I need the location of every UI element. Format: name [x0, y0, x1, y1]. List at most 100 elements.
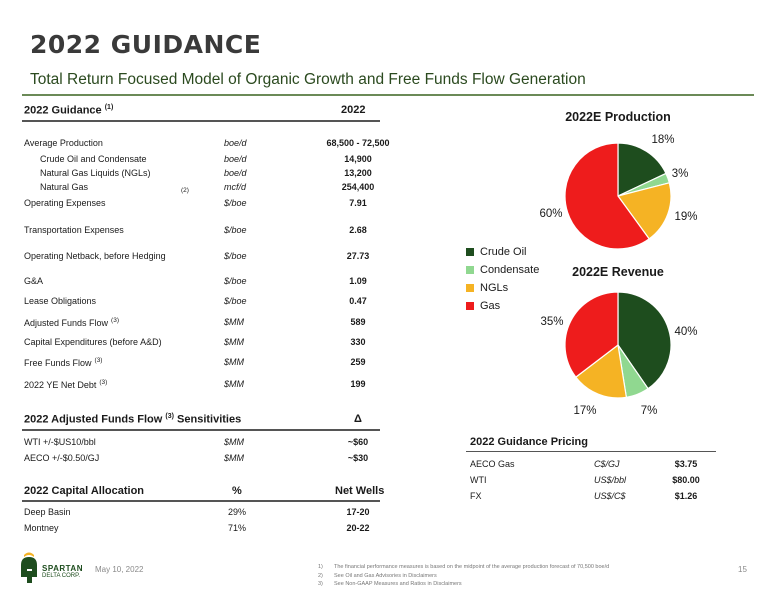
guidance-row-note: (3) [111, 317, 119, 324]
guidance-row-label-text: Natural Gas [40, 182, 89, 192]
pie-slice-crude-oil [617, 291, 672, 390]
guidance-row-label-text: Natural Gas Liquids (NGLs) [40, 168, 151, 178]
pie-slice-label: 60% [539, 208, 563, 220]
pie-slice-label: 17% [573, 405, 597, 417]
guidance-row: Natural Gas Liquids (NGLs) boe/d 13,200 [24, 168, 380, 182]
pie-slice-ngls [574, 343, 628, 399]
page-number: 15 [738, 565, 747, 574]
pie-slice-label: 19% [674, 211, 698, 223]
footnote: 3) See Non-GAAP Measures and Ratios in Di… [318, 580, 609, 589]
legend-item: Crude Oil [466, 243, 539, 261]
chart-legend: Crude Oil Condensate NGLs Gas [466, 243, 539, 315]
title-divider [22, 94, 754, 96]
guidance-row-value: 589 [350, 317, 366, 327]
guidance-row: G&A $/boe 1.09 [24, 276, 380, 290]
sensitivities-header-note: (3) [165, 413, 174, 420]
pricing-unit: C$/GJ [594, 459, 620, 469]
pie-slice-gas [564, 142, 650, 250]
guidance-row: 2022 YE Net Debt (3) $MM 199 [24, 379, 380, 393]
guidance-row-label: Adjusted Funds Flow (3) [24, 317, 119, 328]
logo-wordmark: SPARTAN [42, 564, 83, 573]
guidance-row-label-text: Adjusted Funds Flow [24, 318, 109, 328]
guidance-row-value: 330 [350, 337, 366, 347]
guidance-row-value: 259 [350, 357, 366, 367]
allocation-header-rule [22, 500, 380, 502]
pie-slice-label: 3% [671, 168, 689, 180]
pricing-unit: US$/C$ [594, 491, 626, 501]
guidance-row-unit: $MM [224, 317, 244, 327]
legend-swatch [466, 248, 474, 256]
guidance-row-label-text: Free Funds Flow [24, 358, 92, 368]
allocation-header: 2022 Capital Allocation [24, 485, 145, 497]
guidance-row-label-text: Capital Expenditures (before A&D) [24, 337, 162, 347]
page-subtitle: Total Return Focused Model of Organic Gr… [30, 71, 586, 88]
guidance-row-value: 0.47 [349, 296, 367, 306]
pie-slice-label: 40% [674, 326, 698, 338]
guidance-row-label-text: Lease Obligations [24, 296, 97, 306]
guidance-row-value: 27.73 [346, 251, 370, 261]
guidance-row-unit: $/boe [224, 296, 247, 306]
footnotes: 1) The financial performance measures is … [318, 563, 609, 589]
production-pie [564, 142, 672, 250]
sensitivities-header-suffix: Sensitivities [177, 413, 242, 426]
sensitivity-label: AECO +/-$0.50/GJ [24, 453, 100, 463]
pricing-header: 2022 Guidance Pricing [470, 436, 588, 448]
revenue-chart-title: 2022E Revenue [572, 265, 664, 279]
legend-swatch [466, 266, 474, 274]
sensitivities-header-label: 2022 Adjusted Funds Flow [24, 413, 163, 426]
guidance-row-value: 1.09 [349, 276, 367, 286]
guidance-row-label: 2022 YE Net Debt (3) [24, 379, 107, 390]
allocation-wells-header: Net Wells [335, 485, 385, 497]
guidance-row-label: G&A [24, 276, 43, 286]
guidance-row-value: 68,500 - 72,500 [326, 138, 390, 148]
pie-slice-ngls [616, 182, 672, 240]
footnote-text: The financial performance measures is ba… [334, 564, 610, 570]
pricing-value: $3.75 [674, 459, 698, 469]
guidance-row-label: Natural Gas Liquids (NGLs) [40, 168, 151, 178]
guidance-row-label: Operating Expenses [24, 198, 106, 208]
guidance-row-note: (2) [181, 187, 189, 194]
legend-item: Condensate [466, 261, 539, 279]
pie-slice-label: 18% [651, 134, 675, 146]
sensitivity-unit: $MM [224, 437, 244, 447]
guidance-row-unit: $MM [224, 357, 244, 367]
guidance-row: Lease Obligations $/boe 0.47 [24, 296, 380, 310]
legend-swatch [466, 284, 474, 292]
guidance-row-unit: $/boe [224, 276, 247, 286]
guidance-row-unit: $MM [224, 337, 244, 347]
guidance-row: Operating Expenses $/boe 7.91 [24, 198, 380, 212]
guidance-row: Crude Oil and Condensate boe/d 14,900 [24, 154, 380, 168]
pie-slice-gas [564, 291, 619, 378]
pricing-row: FX US$/C$ $1.26 [470, 491, 716, 505]
guidance-row: Transportation Expenses $/boe 2.68 [24, 225, 380, 239]
guidance-row-note: (3) [94, 357, 103, 364]
pricing-row: AECO Gas C$/GJ $3.75 [470, 459, 716, 473]
pricing-value: $80.00 [672, 475, 700, 485]
guidance-row-note: (3) [99, 379, 108, 386]
legend-item: Gas [466, 297, 539, 315]
sensitivities-delta: Δ [354, 413, 362, 425]
guidance-row-label: Capital Expenditures (before A&D) [24, 337, 162, 347]
guidance-row: Average Production boe/d 68,500 - 72,500 [24, 138, 390, 152]
footnote-text: See Non-GAAP Measures and Ratios in Disc… [334, 581, 462, 587]
logo-tagline: DELTA CORP. [42, 573, 81, 579]
pricing-label: FX [470, 491, 482, 501]
page-title: 2022 GUIDANCE [30, 30, 262, 59]
guidance-header-label: 2022 Guidance [24, 104, 102, 117]
guidance-row-unit: $/boe [224, 225, 247, 235]
guidance-row-unit: $/boe [224, 198, 247, 208]
legend-label: Condensate [480, 264, 540, 276]
spartan-helmet-icon [21, 552, 37, 583]
legend-label: NGLs [480, 282, 509, 294]
revenue-pie [564, 291, 672, 399]
guidance-row-label-text: Transportation Expenses [24, 225, 124, 235]
guidance-header: 2022 Guidance (1) [24, 104, 113, 117]
sensitivities-header-rule [22, 429, 380, 431]
guidance-row-label-text: Operating Expenses [24, 198, 106, 208]
allocation-label: Montney [24, 523, 59, 533]
guidance-year: 2022 [341, 104, 366, 116]
footnote: 1) The financial performance measures is … [318, 563, 609, 572]
footnote-number: 2) [318, 572, 323, 579]
footer-date: May 10, 2022 [95, 565, 144, 574]
